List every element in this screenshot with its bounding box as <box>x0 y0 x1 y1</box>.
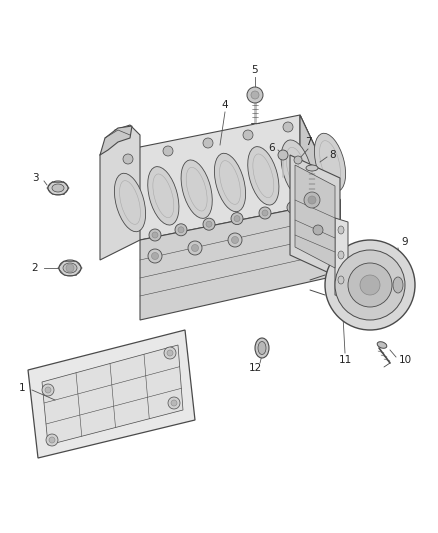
Ellipse shape <box>255 338 269 358</box>
Circle shape <box>283 122 293 132</box>
Ellipse shape <box>338 251 344 259</box>
Text: 3: 3 <box>32 173 38 183</box>
Ellipse shape <box>181 160 212 219</box>
Circle shape <box>278 150 288 160</box>
Circle shape <box>232 237 239 244</box>
Circle shape <box>152 253 159 260</box>
Ellipse shape <box>114 173 145 232</box>
Text: 6: 6 <box>268 143 276 153</box>
Circle shape <box>304 192 320 208</box>
Circle shape <box>164 347 176 359</box>
Circle shape <box>325 240 415 330</box>
Circle shape <box>66 264 74 272</box>
Ellipse shape <box>393 277 403 293</box>
Ellipse shape <box>281 140 312 198</box>
Circle shape <box>251 91 259 99</box>
Circle shape <box>171 400 177 406</box>
Circle shape <box>348 263 392 307</box>
Ellipse shape <box>148 167 179 225</box>
Text: 5: 5 <box>252 65 258 75</box>
Circle shape <box>287 201 299 213</box>
Circle shape <box>228 233 242 247</box>
Polygon shape <box>42 345 183 445</box>
Polygon shape <box>295 165 335 268</box>
Circle shape <box>247 87 263 103</box>
Circle shape <box>178 227 184 233</box>
Ellipse shape <box>258 342 266 354</box>
Polygon shape <box>100 125 140 260</box>
Circle shape <box>315 196 327 208</box>
Polygon shape <box>100 115 340 240</box>
Circle shape <box>49 437 55 443</box>
Circle shape <box>360 275 380 295</box>
Ellipse shape <box>377 342 387 348</box>
Circle shape <box>206 221 212 227</box>
Circle shape <box>259 207 271 219</box>
Circle shape <box>149 229 161 241</box>
Text: 9: 9 <box>402 237 408 247</box>
Circle shape <box>308 196 316 204</box>
Ellipse shape <box>59 260 81 276</box>
Text: 4: 4 <box>222 100 228 110</box>
Ellipse shape <box>52 184 64 192</box>
Text: 11: 11 <box>339 355 352 365</box>
Ellipse shape <box>306 165 318 171</box>
Polygon shape <box>300 115 340 275</box>
Circle shape <box>294 156 302 164</box>
Polygon shape <box>290 155 340 278</box>
Circle shape <box>234 216 240 222</box>
Circle shape <box>203 138 213 148</box>
Circle shape <box>148 249 162 263</box>
Circle shape <box>163 146 173 156</box>
Polygon shape <box>100 126 132 155</box>
Polygon shape <box>140 200 340 320</box>
Text: 10: 10 <box>399 355 412 365</box>
Circle shape <box>243 130 253 140</box>
Circle shape <box>42 384 54 396</box>
Circle shape <box>231 213 243 224</box>
Circle shape <box>123 154 133 164</box>
Ellipse shape <box>48 181 68 195</box>
Ellipse shape <box>314 133 346 192</box>
Circle shape <box>46 434 58 446</box>
Polygon shape <box>300 115 340 275</box>
Circle shape <box>191 245 198 252</box>
Circle shape <box>203 218 215 230</box>
Ellipse shape <box>248 147 279 205</box>
Circle shape <box>152 232 158 238</box>
Text: 12: 12 <box>248 363 261 373</box>
Circle shape <box>188 241 202 255</box>
Circle shape <box>167 350 173 356</box>
Circle shape <box>335 250 405 320</box>
Circle shape <box>313 225 323 235</box>
Text: 1: 1 <box>19 383 25 393</box>
Text: 2: 2 <box>32 263 38 273</box>
Text: 8: 8 <box>330 150 336 160</box>
Text: 7: 7 <box>305 137 311 147</box>
Ellipse shape <box>338 276 344 284</box>
Polygon shape <box>28 330 195 458</box>
Circle shape <box>45 387 51 393</box>
Circle shape <box>318 199 324 205</box>
Circle shape <box>168 397 180 409</box>
Polygon shape <box>335 218 348 298</box>
Circle shape <box>290 204 296 211</box>
Circle shape <box>175 224 187 236</box>
Ellipse shape <box>63 263 77 273</box>
Ellipse shape <box>215 154 246 212</box>
Circle shape <box>262 210 268 216</box>
Ellipse shape <box>338 226 344 234</box>
